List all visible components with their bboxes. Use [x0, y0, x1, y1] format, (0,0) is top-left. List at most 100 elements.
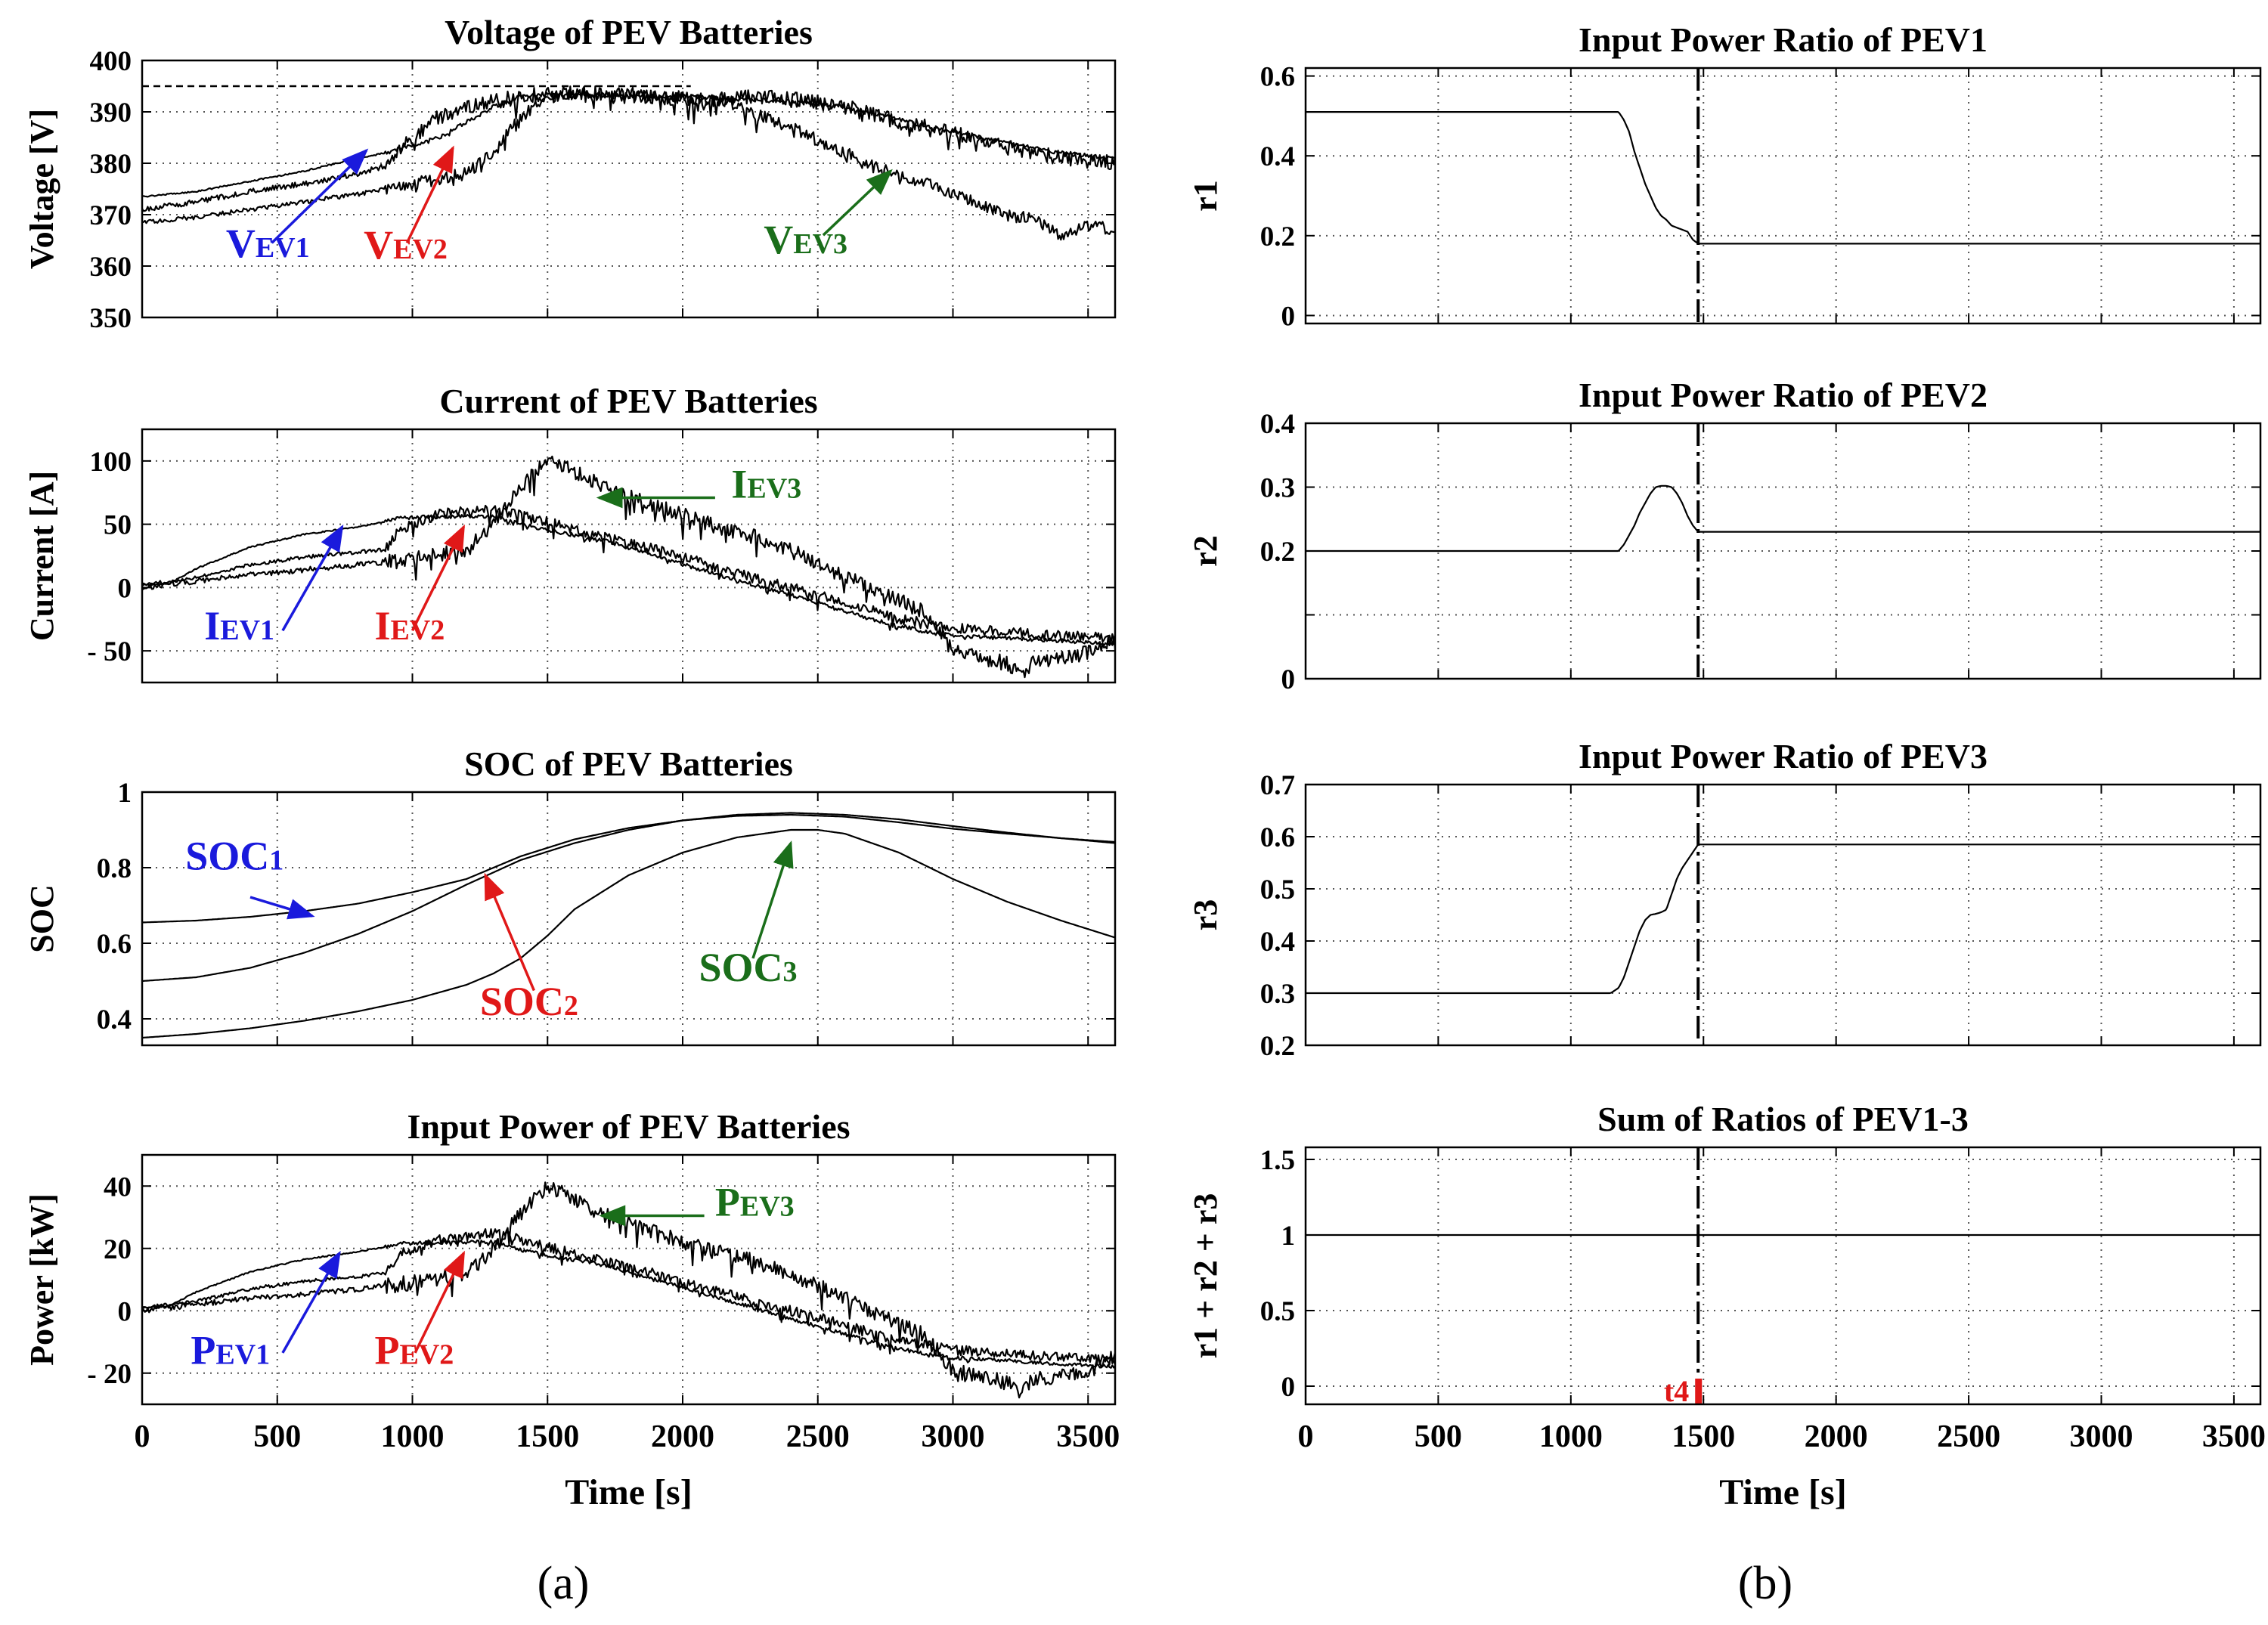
- chart-title: Voltage of PEV Batteries: [445, 13, 813, 51]
- annotation-label-IEV3: IEV3: [731, 461, 801, 506]
- annotation-subscript: EV1: [256, 232, 310, 264]
- annotation-label-SOC1: SOC1: [185, 834, 284, 879]
- y-tick-label: 0.4: [1260, 141, 1295, 172]
- x-tick-label: 2500: [786, 1419, 850, 1454]
- series-PEV2: [141, 1228, 1116, 1366]
- grid-power: [142, 1155, 1115, 1404]
- annotation-label-PEV1: PEV1: [191, 1327, 270, 1373]
- x-tick-label: 500: [1414, 1419, 1462, 1454]
- annotation-subscript: EV2: [399, 1339, 454, 1370]
- y-tick-label: 1.5: [1260, 1145, 1295, 1176]
- y-tick-label: 100: [90, 447, 132, 478]
- y-tick-label: - 20: [87, 1359, 132, 1390]
- annotation-label-PEV2: PEV2: [374, 1327, 454, 1373]
- annotation-prefix: P: [374, 1327, 399, 1373]
- x-tick-label: 1500: [1672, 1419, 1735, 1454]
- y-tick-label: 0.7: [1260, 770, 1295, 801]
- annotation-subscript: EV3: [793, 228, 847, 260]
- annotation-subscript: 3: [782, 956, 797, 988]
- x-tick-label: 2000: [1805, 1419, 1868, 1454]
- annotation-subscript: EV2: [393, 234, 448, 265]
- y-tick-label: 360: [90, 252, 132, 283]
- grid-r1: [1306, 68, 2260, 323]
- annotation-subscript: 2: [564, 990, 578, 1022]
- x-tick-label: 1500: [516, 1419, 579, 1454]
- annotation-arrow: [281, 524, 344, 632]
- y-tick-label: 0.2: [1260, 537, 1295, 568]
- y-axis-label: SOC: [23, 884, 60, 952]
- annotation-arrow: [249, 896, 315, 920]
- chart-r1: 0 0.2 0.4 0.6 Input Power Ratio of PEV1 r1: [1187, 20, 2262, 332]
- y-axis-label: Current [A]: [23, 471, 60, 641]
- x-tick-label: 3500: [2202, 1419, 2266, 1454]
- y-axis-label: r1 + r2 + r3: [1187, 1193, 1224, 1359]
- chart-voltage: 350 360 370 380 390 400 Voltage of PEV Batteri…: [23, 13, 1117, 334]
- series-IEV3: [141, 455, 1117, 679]
- x-tick-label: 3500: [1056, 1419, 1120, 1454]
- y-tick-label: 370: [90, 200, 132, 231]
- annotation-prefix: P: [191, 1327, 215, 1373]
- series-SOC3: [141, 828, 1116, 1039]
- annotation-subscript: EV1: [220, 614, 274, 646]
- series-r3: [1306, 843, 2260, 995]
- y-axis-label: Power [kW]: [23, 1193, 60, 1366]
- y-tick-label: 0.6: [1260, 62, 1295, 93]
- marker-label: t4: [1664, 1374, 1689, 1408]
- series-VEV2: [141, 85, 1117, 212]
- y-tick-label: 0: [118, 573, 132, 604]
- chart-power: 0 500 1000 1500 2000 2500 3000 3500- 2002040Inp…: [23, 1107, 1120, 1512]
- plot-frame: [1304, 783, 2262, 1047]
- annotation-arrow: [271, 148, 369, 244]
- panel-label-a: (a): [538, 1558, 590, 1609]
- series-SOC2: [141, 812, 1116, 983]
- annotation-prefix: V: [764, 217, 793, 262]
- y-axis-label: r2: [1187, 535, 1224, 567]
- chart-title: SOC of PEV Batteries: [464, 744, 793, 783]
- annotation-arrow: [405, 145, 454, 244]
- chart-title: Current of PEV Batteries: [439, 382, 817, 420]
- chart-title: Sum of Ratios of PEV1-3: [1597, 1100, 1969, 1138]
- series-r2: [1306, 484, 2260, 552]
- annotation-prefix: V: [226, 221, 256, 266]
- y-tick-label: 0.5: [1260, 1296, 1295, 1327]
- annotation-label-PEV3: PEV3: [715, 1179, 795, 1224]
- chart-rsum: 0 500 1000 1500 2000 2500 3000 3500 0 0.5 1 1.5 Sum …: [1187, 1100, 2266, 1512]
- annotation-label-VEV1: VEV1: [226, 221, 310, 266]
- y-axis-label: r1: [1187, 180, 1224, 212]
- annotation-prefix: SOC: [185, 834, 269, 879]
- grid-soc: [142, 792, 1115, 1045]
- annotation-arrow: [822, 169, 893, 237]
- annotation-prefix: SOC: [480, 979, 564, 1024]
- chart-r3: 0.2 0.3 0.4 0.5 0.6 0.7 Input Power Ratio of P…: [1187, 737, 2262, 1062]
- annotation-label-SOC2: SOC2: [480, 979, 578, 1024]
- panel-label-b: (b): [1738, 1558, 1792, 1609]
- y-tick-label: 400: [90, 46, 132, 77]
- annotation-subscript: EV3: [740, 1190, 795, 1222]
- y-tick-label: 0.8: [97, 853, 132, 884]
- x-tick-label: 2000: [651, 1419, 714, 1454]
- annotation-prefix: I: [374, 603, 390, 648]
- y-tick-label: 380: [90, 149, 132, 180]
- chart-r2: 0 0.2 0.3 0.4 Input Power Ratio of PEV2 r2: [1187, 376, 2262, 695]
- plot-frame: [141, 59, 1117, 319]
- annotation-arrow: [281, 1250, 341, 1354]
- annotation-label-IEV2: IEV2: [374, 603, 445, 648]
- plot-frame: [1304, 1146, 2262, 1406]
- annotation-subscript: EV2: [390, 614, 445, 646]
- annotation-subscript: EV1: [215, 1339, 270, 1370]
- y-tick-label: 0.3: [1260, 473, 1295, 504]
- y-tick-label: 0.4: [97, 1004, 132, 1035]
- series-IEV2: [141, 504, 1117, 644]
- x-tick-label: 1000: [381, 1419, 445, 1454]
- series-r1: [1306, 111, 2260, 245]
- annotation-arrow: [414, 1250, 465, 1354]
- chart-title: Input Power Ratio of PEV3: [1579, 737, 1988, 775]
- annotation-label-IEV1: IEV1: [204, 603, 274, 648]
- x-tick-label: 2500: [1937, 1419, 2000, 1454]
- y-tick-label: 0.6: [1260, 822, 1295, 853]
- y-tick-label: 0.4: [1260, 409, 1295, 440]
- y-tick-label: 1: [118, 778, 132, 809]
